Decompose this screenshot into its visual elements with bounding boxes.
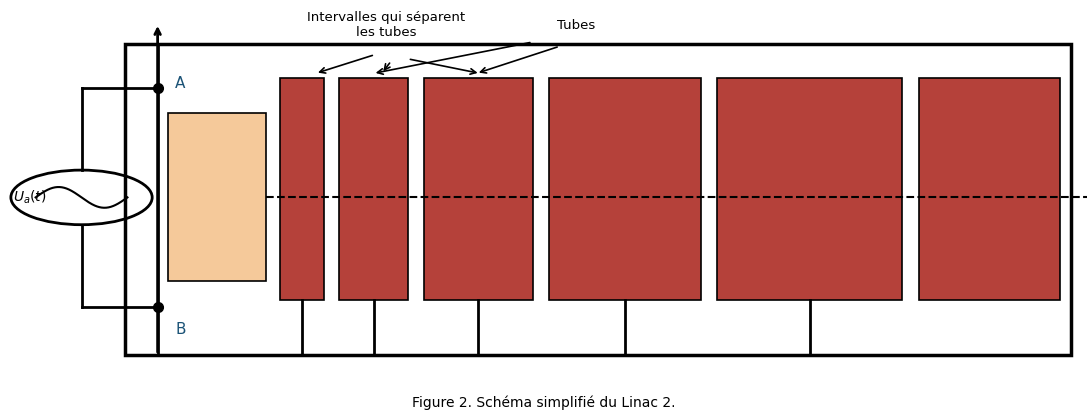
Bar [168, 113, 266, 281]
Bar [280, 78, 324, 300]
Bar [125, 44, 1071, 355]
Bar [919, 78, 1060, 300]
Bar [424, 78, 533, 300]
Text: B: B [175, 322, 186, 337]
Text: A: A [175, 76, 186, 92]
Text: Source
de
protons: Source de protons [193, 172, 241, 223]
Text: Intervalles qui séparent
les tubes: Intervalles qui séparent les tubes [307, 10, 465, 39]
Bar [717, 78, 902, 300]
Bar [549, 78, 701, 300]
Text: Figure 2. Schéma simplifié du Linac 2.: Figure 2. Schéma simplifié du Linac 2. [412, 396, 675, 410]
Text: $U_a(t)$: $U_a(t)$ [13, 189, 47, 206]
Bar [339, 78, 408, 300]
Text: Tubes: Tubes [557, 19, 596, 32]
